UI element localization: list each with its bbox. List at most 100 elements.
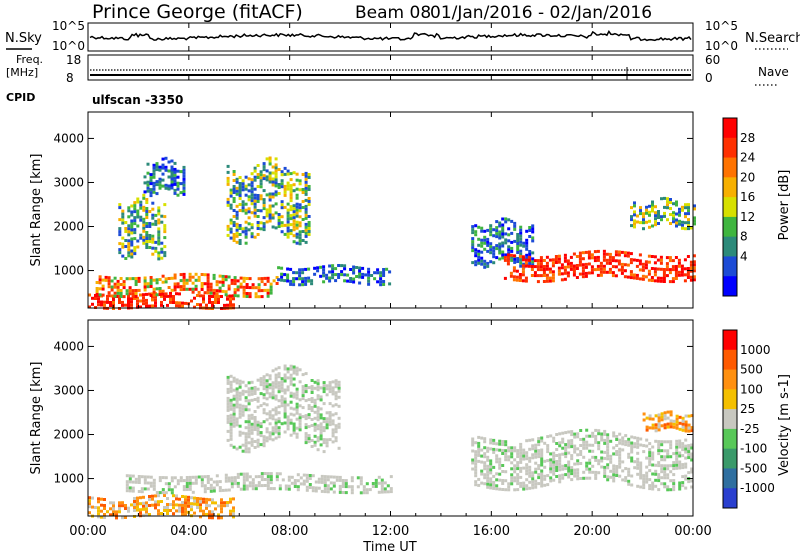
power-cell xyxy=(483,238,487,242)
power-cell xyxy=(157,206,161,210)
power-cell xyxy=(498,245,502,249)
colorbar-tick-label: 20 xyxy=(740,170,755,184)
velocity-cell xyxy=(128,480,132,484)
power-cell xyxy=(95,281,99,284)
velocity-cell xyxy=(262,384,266,388)
power-cell xyxy=(379,283,383,287)
velocity-cell xyxy=(570,439,574,443)
velocity-cell xyxy=(681,422,685,426)
power-cell xyxy=(527,258,531,262)
power-cell xyxy=(692,254,696,258)
power-cell xyxy=(675,212,678,216)
power-cell xyxy=(256,215,260,218)
power-cell xyxy=(274,178,278,182)
power-cell xyxy=(200,273,204,276)
power-cell xyxy=(668,271,672,275)
velocity-cell xyxy=(642,418,646,422)
power-cell xyxy=(322,280,326,284)
velocity-cell xyxy=(220,510,223,514)
velocity-cell xyxy=(516,479,520,483)
power-cell xyxy=(134,277,138,280)
power-cell xyxy=(178,304,181,308)
power-cell xyxy=(292,207,296,211)
power-cell xyxy=(274,175,278,179)
power-cell xyxy=(471,240,475,244)
velocity-cell xyxy=(257,484,261,488)
power-cell xyxy=(152,169,156,173)
velocity-cell xyxy=(290,475,294,479)
velocity-cell xyxy=(148,513,151,516)
velocity-cell xyxy=(316,385,320,389)
velocity-cell xyxy=(322,420,326,424)
velocity-cell xyxy=(651,481,655,485)
velocity-cell xyxy=(134,480,138,484)
velocity-cell xyxy=(229,389,233,393)
velocity-cell xyxy=(256,432,260,436)
power-cell xyxy=(124,245,128,248)
power-cell xyxy=(566,262,570,266)
velocity-cell xyxy=(233,479,237,483)
velocity-heatmap xyxy=(88,364,694,520)
velocity-cell xyxy=(489,459,493,463)
velocity-cell xyxy=(313,443,317,447)
power-cell xyxy=(121,245,125,249)
power-cell xyxy=(560,266,564,270)
power-cell xyxy=(244,202,248,206)
velocity-cell xyxy=(313,425,317,429)
power-cell xyxy=(545,261,549,265)
power-cell xyxy=(289,282,293,286)
power-cell xyxy=(235,216,239,220)
velocity-cell xyxy=(480,469,484,473)
velocity-cell xyxy=(266,487,270,491)
power-cell xyxy=(161,184,165,188)
power-cell xyxy=(322,268,326,272)
power-cell xyxy=(283,279,287,283)
velocity-cell xyxy=(224,476,228,480)
velocity-cell xyxy=(271,390,275,394)
power-cell xyxy=(563,271,567,275)
freq-unit: [MHz] xyxy=(6,66,38,79)
power-cell xyxy=(295,172,299,176)
velocity-cell xyxy=(642,444,646,448)
power-cell xyxy=(678,210,681,214)
power-cell xyxy=(142,302,145,306)
velocity-cell xyxy=(256,438,260,442)
velocity-cell xyxy=(549,467,553,471)
power-cell xyxy=(160,303,163,307)
velocity-cell xyxy=(217,513,220,517)
power-cell xyxy=(656,258,660,262)
power-cell xyxy=(301,191,305,194)
power-cell xyxy=(629,270,633,274)
velocity-cell xyxy=(681,419,685,423)
velocity-cell xyxy=(271,369,275,373)
power-cell xyxy=(602,258,606,262)
power-cell xyxy=(227,284,231,288)
velocity-cell xyxy=(305,485,309,489)
power-cell xyxy=(687,224,690,228)
velocity-cell xyxy=(274,367,278,371)
power-cell xyxy=(346,279,350,283)
power-cell xyxy=(509,253,513,257)
power-cell xyxy=(262,165,266,169)
power-cell xyxy=(654,211,657,215)
power-cell xyxy=(233,291,237,295)
power-cell xyxy=(298,268,302,272)
power-cell xyxy=(684,221,687,225)
power-cell xyxy=(121,300,124,304)
velocity-cell xyxy=(657,419,661,423)
power-cell xyxy=(155,183,159,187)
power-cell xyxy=(545,255,549,259)
velocity-cell xyxy=(310,439,314,442)
velocity-cell xyxy=(639,473,643,477)
velocity-cell xyxy=(525,472,529,476)
power-cell xyxy=(253,205,257,209)
power-cell xyxy=(528,229,532,232)
power-cell xyxy=(143,279,147,283)
velocity-cell xyxy=(286,424,290,428)
power-cell xyxy=(253,199,257,203)
velocity-cell xyxy=(140,487,144,491)
power-cell xyxy=(680,267,684,271)
power-cell xyxy=(498,233,502,237)
velocity-cell xyxy=(648,451,652,455)
power-cell xyxy=(188,272,192,276)
